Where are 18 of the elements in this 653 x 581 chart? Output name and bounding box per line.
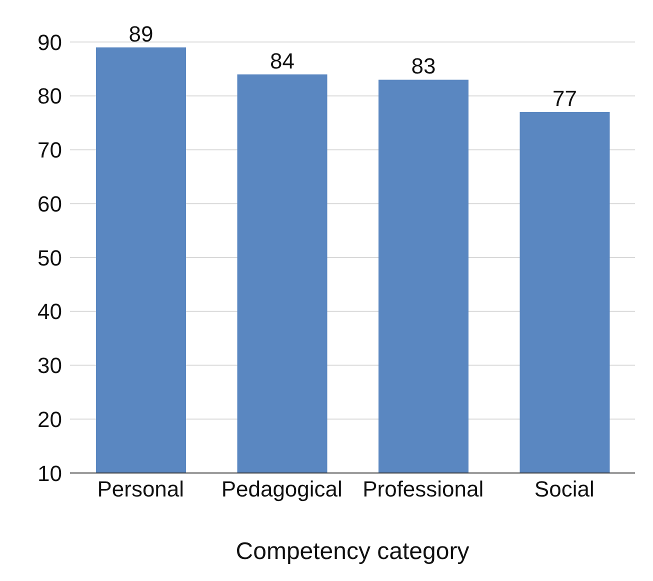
data-label: 77: [552, 86, 577, 112]
y-tick-label: 70: [38, 138, 62, 163]
x-tick-label: Personal: [97, 476, 184, 502]
y-tick-label: 20: [38, 406, 62, 432]
y-tick-label: 90: [38, 30, 62, 55]
y-tick-label: 10: [38, 460, 62, 486]
x-tick-label: Social: [534, 476, 594, 502]
data-label: 89: [128, 21, 154, 46]
y-tick-label: 40: [38, 299, 62, 324]
y-tick-label: 50: [38, 245, 62, 270]
data-label: 84: [270, 48, 294, 74]
x-tick-label: Pedagogical: [221, 476, 342, 502]
x-axis-title: Competency category: [236, 538, 470, 565]
x-tick-label: Professional: [362, 476, 484, 502]
data-label: 83: [411, 54, 436, 79]
y-tick-label: 60: [38, 191, 62, 216]
y-tick-label: 80: [38, 84, 62, 109]
y-tick-label: 30: [38, 353, 62, 378]
